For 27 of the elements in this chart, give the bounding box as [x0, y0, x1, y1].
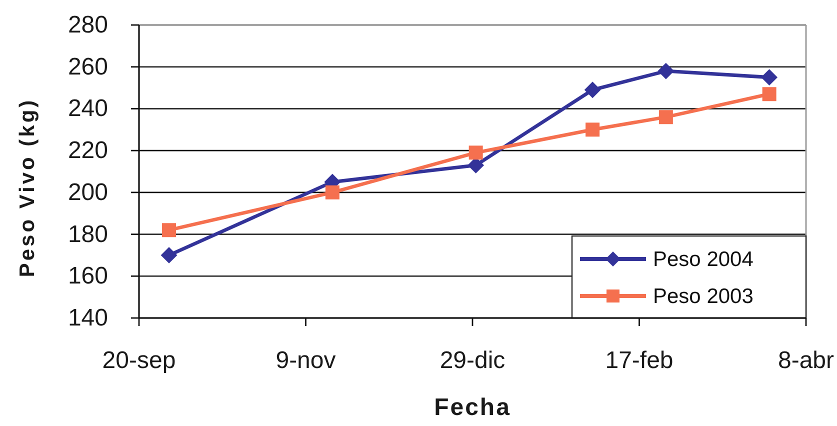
- point: [325, 185, 340, 200]
- y-tick-label: 240: [68, 95, 108, 122]
- point: [584, 82, 601, 98]
- point: [162, 223, 176, 238]
- y-tick-label: 280: [68, 12, 108, 38]
- legend-label: Peso 2003: [653, 284, 754, 308]
- legend-label: Peso 2004: [653, 248, 754, 270]
- point: [586, 122, 600, 137]
- point: [658, 110, 673, 124]
- point: [761, 69, 778, 86]
- y-tick-label: 260: [68, 53, 108, 80]
- point: [468, 146, 483, 160]
- y-tick-label: 220: [68, 137, 108, 164]
- y-tick-label: 180: [68, 220, 108, 248]
- y-tick-label: 160: [68, 262, 108, 290]
- x-tick-label: 20-sep: [102, 347, 176, 374]
- y-tick-label: 140: [68, 304, 108, 332]
- point: [762, 87, 776, 102]
- x-tick-label: 29-dic: [440, 347, 506, 374]
- y-tick-label: 200: [68, 178, 108, 206]
- x-tick-label: 9-nov: [276, 347, 336, 374]
- point: [658, 63, 674, 80]
- x-tick-label: 8-abr: [778, 347, 834, 374]
- x-axis-title: Fecha: [434, 394, 511, 421]
- point: [161, 247, 178, 264]
- y-axis-title: Peso Vivo (kg): [16, 98, 38, 278]
- x-tick-label: 17-feb: [605, 347, 674, 374]
